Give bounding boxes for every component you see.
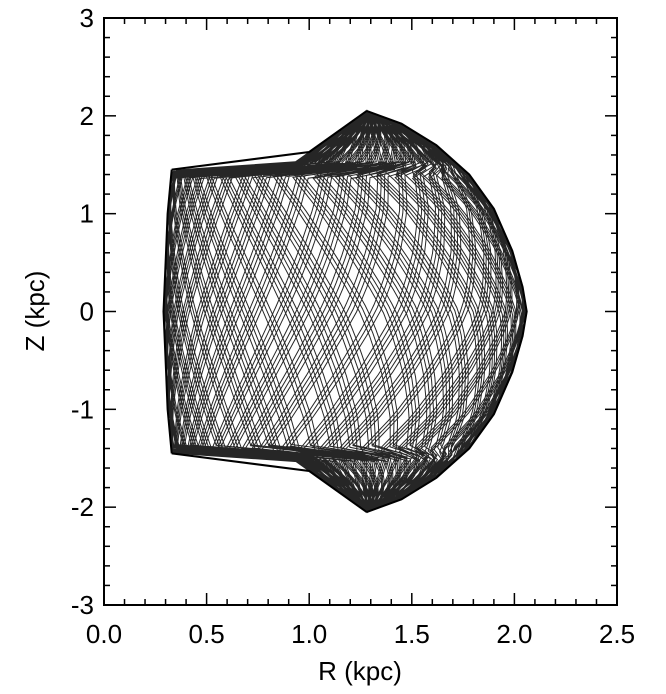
x-axis-label: R (kpc) [318, 656, 402, 686]
x-tick-labels: 0.0 0.5 1.0 1.5 2.0 2.5 [86, 619, 635, 649]
axis-ticks [103, 17, 618, 606]
orbit-envelope [162, 109, 528, 514]
y-tick-label: 2 [80, 101, 94, 131]
y-tick-label: -3 [71, 590, 94, 620]
inner-envelope [162, 169, 173, 454]
outer-envelope [366, 109, 528, 514]
x-tick-label: 1.0 [291, 619, 327, 649]
lower-cap [171, 452, 368, 513]
y-tick-label: -1 [71, 394, 94, 424]
y-tick-labels: -3 -2 -1 0 1 2 3 [71, 3, 94, 620]
y-tick-label: 0 [80, 297, 94, 327]
x-tick-label: 0.0 [86, 619, 122, 649]
x-tick-label: 1.5 [394, 619, 430, 649]
y-tick-label: 1 [80, 199, 94, 229]
y-tick-label: -2 [71, 492, 94, 522]
upper-cap [171, 110, 368, 171]
x-tick-label: 2.5 [599, 619, 635, 649]
x-tick-label: 0.5 [189, 619, 225, 649]
x-tick-label: 2.0 [496, 619, 532, 649]
y-tick-label: 3 [80, 3, 94, 33]
y-axis-label: Z (kpc) [20, 271, 50, 352]
